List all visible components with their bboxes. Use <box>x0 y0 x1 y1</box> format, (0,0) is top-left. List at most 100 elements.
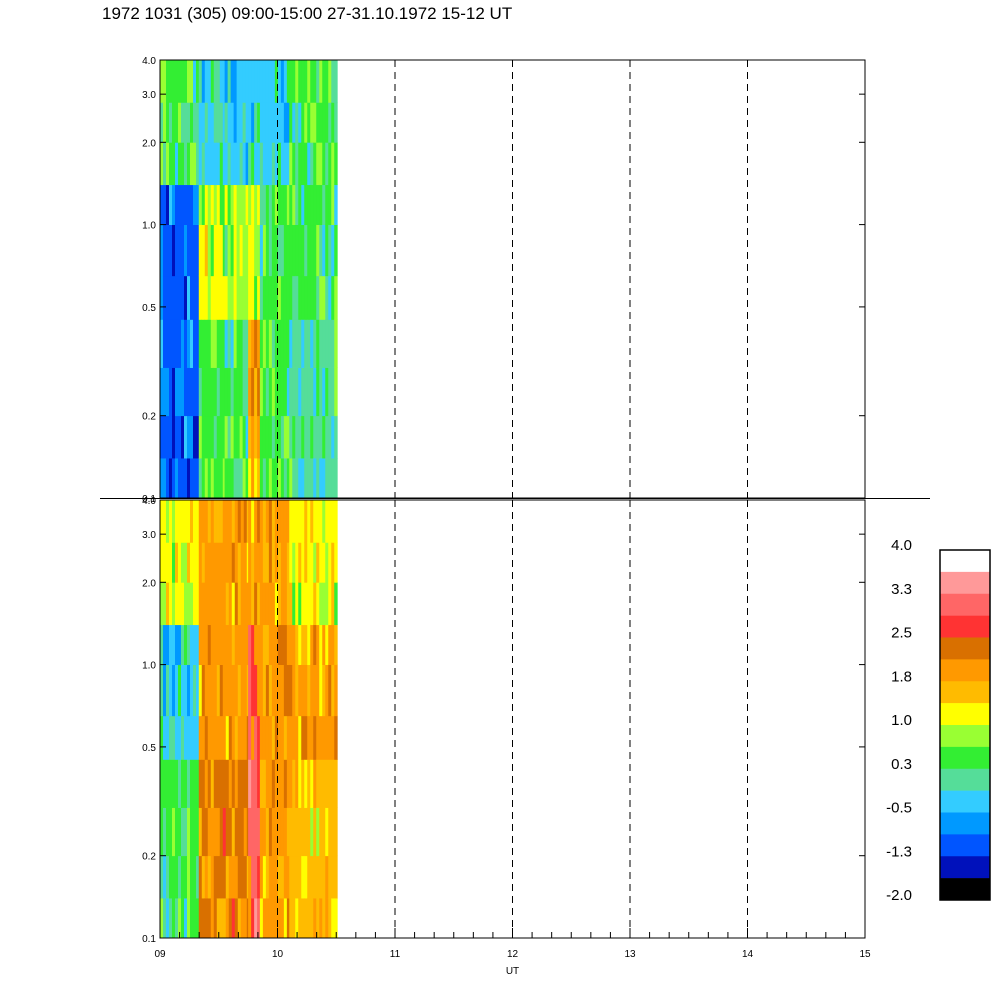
heatmap-cell <box>187 759 191 808</box>
heatmap-cell <box>292 898 296 939</box>
heatmap-cell <box>310 142 314 186</box>
heatmap-cell <box>283 415 288 459</box>
y-tick-label: 0.5 <box>142 743 156 754</box>
heatmap-cell <box>228 582 233 626</box>
heatmap-cell <box>286 759 291 808</box>
heatmap-cell <box>254 898 258 939</box>
heatmap-cell <box>265 224 270 277</box>
heatmap-cell <box>201 582 206 626</box>
heatmap-cell <box>207 275 212 320</box>
heatmap-cell <box>325 102 329 143</box>
heatmap-cell <box>307 184 311 226</box>
heatmap-cell <box>280 664 285 717</box>
heatmap-cell <box>259 224 264 277</box>
heatmap-cell <box>271 898 276 939</box>
heatmap-cell <box>268 759 273 808</box>
heatmap-cell <box>257 458 261 499</box>
heatmap-cell <box>198 855 203 899</box>
heatmap-cell <box>166 319 170 368</box>
heatmap-cell <box>325 367 329 417</box>
heatmap-cell <box>196 807 200 857</box>
heatmap-cell <box>301 500 305 543</box>
heatmap-cell <box>271 664 276 717</box>
heatmap-cell <box>242 142 247 186</box>
heatmap-cell <box>204 224 209 277</box>
heatmap-cell <box>181 60 185 103</box>
heatmap-cell <box>307 759 311 808</box>
heatmap-cell <box>280 582 285 626</box>
heatmap-cell <box>213 807 218 857</box>
heatmap-cell <box>271 102 276 143</box>
heatmap-cell <box>310 759 314 808</box>
heatmap-cell <box>204 715 209 760</box>
heatmap-cell <box>265 60 270 103</box>
heatmap-cell <box>313 855 317 899</box>
x-tick-label: 11 <box>390 949 401 960</box>
heatmap-cell <box>277 224 282 277</box>
heatmap-cell <box>292 582 296 626</box>
heatmap-cell <box>210 224 215 277</box>
y-tick-label: 0.2 <box>142 852 156 863</box>
heatmap-cell <box>286 582 291 626</box>
heatmap-cell <box>184 664 188 717</box>
heatmap-cell <box>193 582 197 626</box>
heatmap-cell <box>289 500 293 543</box>
heatmap-cell <box>228 664 233 717</box>
heatmap-cell <box>222 582 227 626</box>
heatmap-cell <box>277 102 282 143</box>
heatmap-cell <box>289 275 293 320</box>
heatmap-cell <box>280 319 285 368</box>
colorbar-swatch <box>940 746 990 770</box>
heatmap-cell <box>301 184 305 226</box>
heatmap-cell <box>160 807 164 857</box>
heatmap-cell <box>301 458 305 499</box>
heatmap-cell <box>166 500 170 543</box>
heatmap-cell <box>259 500 264 543</box>
heatmap-cell <box>322 60 326 103</box>
heatmap-cell <box>178 624 182 666</box>
heatmap-cell <box>283 500 288 543</box>
heatmap-cell <box>304 715 308 760</box>
heatmap-cell <box>216 184 221 226</box>
heatmap-cell <box>262 855 267 899</box>
heatmap-cell <box>283 224 288 277</box>
heatmap-cell <box>240 759 245 808</box>
heatmap-cell <box>259 102 264 143</box>
heatmap-cell <box>169 458 173 499</box>
heatmap-cell <box>172 275 176 320</box>
heatmap-cell <box>213 664 218 717</box>
heatmap-cell <box>316 855 320 899</box>
heatmap-cell <box>175 458 179 499</box>
heatmap-cell <box>298 60 302 103</box>
heatmap-cell <box>184 759 188 808</box>
heatmap-cell <box>277 500 282 543</box>
heatmap-cell <box>225 898 230 939</box>
heatmap-cell <box>222 142 227 186</box>
heatmap-cell <box>322 224 326 277</box>
heatmap-cell <box>268 275 273 320</box>
heatmap-cell <box>295 807 299 857</box>
heatmap-cell <box>310 367 314 417</box>
heatmap-cell <box>193 184 197 226</box>
heatmap-cell <box>254 367 258 417</box>
heatmap-cell <box>243 715 248 760</box>
colorbar-label: -2.0 <box>886 887 912 904</box>
heatmap-cell <box>328 759 332 808</box>
heatmap-cell <box>325 500 329 543</box>
heatmap-cell <box>207 142 212 186</box>
heatmap-cell <box>298 855 302 899</box>
heatmap-cell <box>334 60 338 103</box>
heatmap-cell <box>292 542 296 583</box>
heatmap-cell <box>236 458 241 499</box>
heatmap-cell <box>316 319 320 368</box>
heatmap-cell <box>301 319 305 368</box>
heatmap-cell <box>184 582 188 626</box>
heatmap-cell <box>169 102 173 143</box>
heatmap-cell <box>268 367 273 417</box>
heatmap-cell <box>237 500 242 543</box>
colorbar-swatch <box>940 637 990 660</box>
heatmap-cell <box>271 500 276 543</box>
heatmap-cell <box>216 102 221 143</box>
heatmap-cell <box>213 102 218 143</box>
heatmap-cell <box>310 415 314 459</box>
